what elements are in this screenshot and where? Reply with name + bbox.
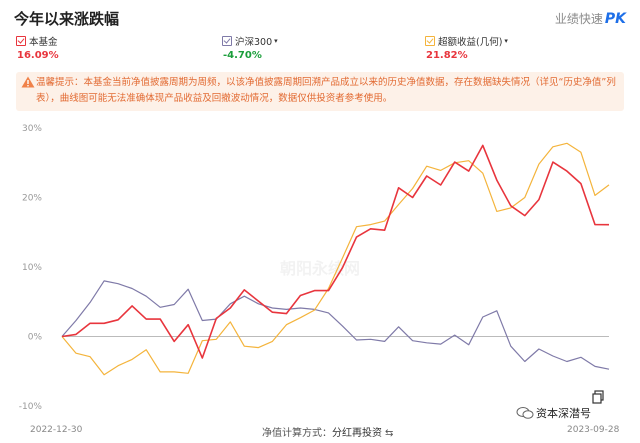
chart-footer: 2022-12-30 净值计算方式：分红再投资 ⇆ 2023-09-28 bbox=[0, 421, 640, 439]
calc-method-label: 净值计算方式： bbox=[262, 428, 332, 439]
excess-checkbox-icon[interactable] bbox=[425, 36, 435, 46]
legend-name-fund: 本基金 bbox=[29, 37, 58, 48]
notice-banner: 温馨提示：本基金当前净值披露周期为周频，以该净值披露周期回溯产品成立以来的历史净… bbox=[16, 72, 624, 111]
series-line-excess bbox=[61, 142, 610, 376]
notice-text: 温馨提示：本基金当前净值披露周期为周频，以该净值披露周期回溯产品成立以来的历史净… bbox=[36, 77, 616, 104]
copy-icon[interactable] bbox=[592, 390, 604, 404]
calc-method-value: 分红再投资 bbox=[332, 428, 382, 439]
header: 今年以来涨跌幅 业绩快速 PK bbox=[14, 8, 626, 30]
calc-method: 净值计算方式：分红再投资 ⇆ bbox=[262, 424, 393, 439]
legend-value-excess: 21.82% bbox=[426, 50, 468, 61]
fund-checkbox-icon[interactable] bbox=[16, 36, 26, 46]
legend-item-excess[interactable]: 超额收益(几何) ▾ 21.82% bbox=[425, 34, 508, 61]
pk-label: 业绩快速 bbox=[554, 12, 603, 26]
brand-name: 资本深潜号 bbox=[536, 407, 591, 420]
legend-name-excess: 超额收益(几何) bbox=[438, 37, 503, 48]
chart-watermark: 朝阳永续网 bbox=[280, 259, 360, 278]
legend-value-csi300: -4.70% bbox=[223, 50, 262, 61]
legend-value-fund: 16.09% bbox=[17, 50, 59, 61]
legend-item-fund[interactable]: 本基金 16.09% bbox=[16, 34, 59, 61]
y-tick-label: -10% bbox=[19, 402, 43, 412]
end-date: 2023-09-28 bbox=[567, 425, 620, 435]
warning-icon bbox=[21, 76, 35, 88]
performance-pk-link[interactable]: 业绩快速 PK bbox=[555, 10, 626, 27]
series-line-fund bbox=[61, 144, 610, 359]
excess-dropdown-icon[interactable]: ▾ bbox=[504, 37, 508, 45]
start-date: 2022-12-30 bbox=[30, 425, 83, 435]
brand-watermark: 资本深潜号 bbox=[516, 405, 591, 421]
csi300-checkbox-icon[interactable] bbox=[222, 36, 232, 46]
legend: 本基金 16.09% 沪深300 ▾ -4.70% 超额收益(几何) ▾ 21.… bbox=[0, 34, 640, 64]
line-chart: 30% 20% 10% 0% -10% 朝阳永续网 bbox=[19, 124, 610, 412]
y-tick-label: 10% bbox=[22, 263, 42, 273]
legend-name-csi300: 沪深300 bbox=[235, 37, 273, 48]
pk-badge: PK bbox=[604, 11, 626, 27]
csi300-dropdown-icon[interactable]: ▾ bbox=[274, 37, 278, 45]
chart-title: 今年以来涨跌幅 bbox=[14, 10, 120, 28]
swap-icon[interactable]: ⇆ bbox=[385, 428, 394, 439]
y-tick-label: 20% bbox=[22, 194, 42, 204]
legend-item-csi300[interactable]: 沪深300 ▾ -4.70% bbox=[222, 34, 278, 61]
y-tick-label: 30% bbox=[22, 124, 42, 134]
wechat-icon bbox=[516, 407, 534, 419]
y-tick-label: 0% bbox=[28, 333, 43, 343]
series-line-csi300 bbox=[61, 280, 610, 370]
